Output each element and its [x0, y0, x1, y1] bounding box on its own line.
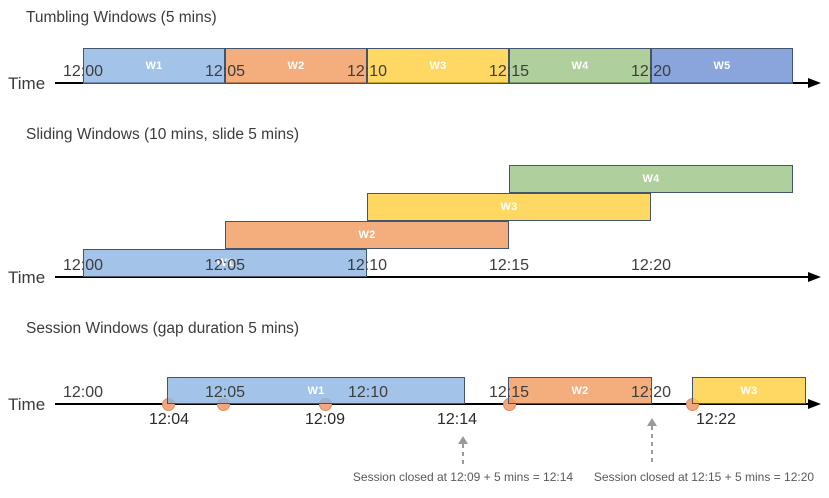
event-time-label: 12:04	[148, 411, 190, 428]
tick-label: 12:20	[630, 63, 672, 80]
section-title-tumbling: Tumbling Windows (5 mins)	[26, 9, 217, 26]
callout-arrow	[462, 444, 464, 467]
session-closed-annotation: Session closed at 12:15 + 5 mins = 12:20	[593, 470, 815, 484]
session-closed-annotation: Session closed at 12:09 + 5 mins = 12:14	[352, 470, 574, 484]
sliding-axis	[55, 276, 808, 278]
tick-label: 12:10	[346, 257, 388, 274]
window-bar-label: W3	[429, 60, 447, 72]
window-bar-label: W2	[571, 384, 589, 397]
event-time-label: 12:22	[695, 411, 737, 428]
tick-label: 12:00	[62, 63, 104, 80]
window-bar-label: W1	[145, 60, 163, 72]
callout-arrow-head	[647, 418, 657, 426]
window-bar-tumbling-w3: W3	[367, 48, 509, 84]
window-bar-label: W2	[358, 229, 376, 241]
tick-label: 12:05	[204, 257, 246, 274]
window-bar-session-w3: W3	[692, 377, 806, 404]
window-bar-label: W1	[216, 257, 234, 269]
tick-label: 12:15	[488, 384, 530, 401]
sliding-time-label: Time	[8, 268, 46, 287]
tick-label: 12:05	[204, 63, 246, 80]
section-title-sliding: Sliding Windows (10 mins, slide 5 mins)	[26, 126, 300, 143]
callout-arrow	[651, 426, 653, 465]
window-bar-label: W5	[713, 60, 731, 72]
window-bar-tumbling-w4: W4	[509, 48, 651, 84]
window-bar-label: W1	[307, 384, 325, 397]
window-bar-label: W4	[642, 173, 660, 185]
window-bar-label: W2	[287, 60, 305, 72]
tick-label: 12:10	[346, 63, 388, 80]
window-bar-tumbling-w1: W1	[83, 48, 225, 84]
tick-label: 12:15	[488, 63, 530, 80]
event-time-label: 12:14	[436, 411, 478, 428]
tick-label: 12:00	[62, 257, 104, 274]
window-bar-tumbling-w2: W2	[225, 48, 367, 84]
window-bar-session-w1: W1	[167, 377, 465, 404]
tick-label: 12:10	[347, 384, 389, 401]
window-bar-session-w2: W2	[508, 377, 652, 404]
callout-arrow-head	[458, 436, 468, 444]
tumbling-time-label: Time	[8, 74, 46, 93]
tick-label: 12:15	[488, 257, 530, 274]
tick-label: 12:00	[62, 384, 104, 401]
tumbling-axis-arrowhead	[808, 78, 821, 88]
window-bar-tumbling-w5: W5	[651, 48, 793, 84]
tick-label: 12:05	[204, 384, 246, 401]
window-bar-sliding-w4: W4	[509, 165, 793, 193]
window-bar-sliding-w2: W2	[225, 221, 509, 249]
tick-label: 12:20	[630, 384, 672, 401]
window-bar-sliding-w3: W3	[367, 193, 651, 221]
window-bar-sliding-w1: W1	[83, 249, 367, 277]
window-bar-label: W3	[740, 384, 758, 397]
session-axis	[55, 403, 808, 405]
event-time-label: 12:09	[304, 411, 346, 428]
section-title-session: Session Windows (gap duration 5 mins)	[26, 320, 300, 337]
session-axis-arrowhead	[808, 399, 821, 409]
window-bar-label: W3	[500, 201, 518, 213]
tick-label: 12:20	[630, 257, 672, 274]
sliding-axis-arrowhead	[808, 272, 821, 282]
session-time-label: Time	[8, 395, 46, 414]
window-bar-label: W4	[571, 60, 589, 72]
